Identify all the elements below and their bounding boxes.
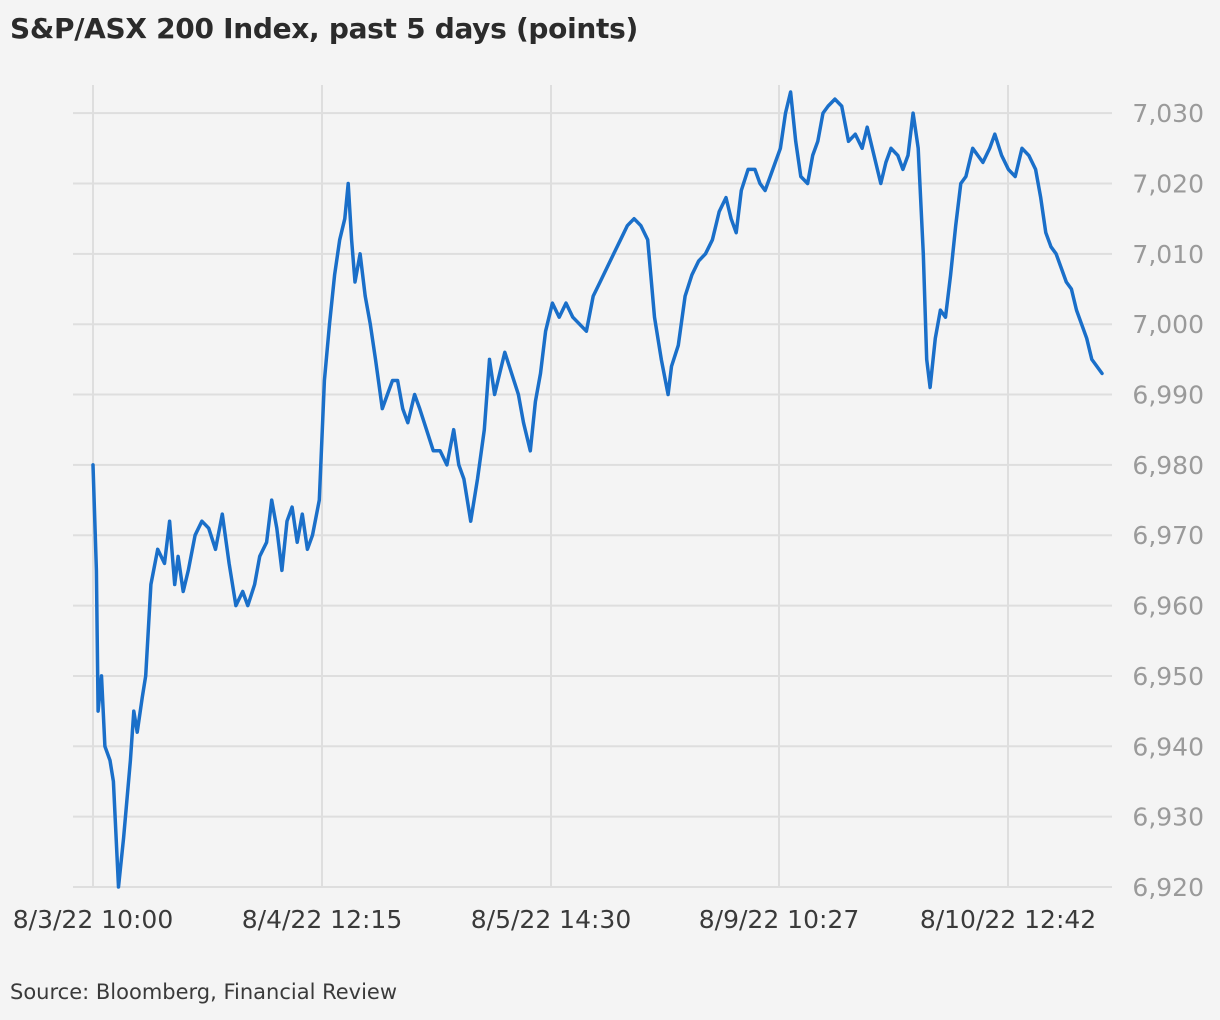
x-tick-label: 8/9/22 10:27: [699, 905, 859, 934]
x-tick-label: 8/5/22 14:30: [471, 905, 631, 934]
y-tick-label: 6,920: [1132, 873, 1204, 902]
y-tick-label: 7,030: [1132, 99, 1204, 128]
y-axis-ticks: 6,920 6,930 6,940 6,950 6,960 6,970 6,980 6,990…: [1132, 99, 1204, 902]
y-tick-label: 7,020: [1132, 169, 1204, 198]
chart-title: S&P/ASX 200 Index, past 5 days (points): [10, 12, 638, 45]
y-tick-label: 6,940: [1132, 732, 1204, 761]
series-line: [91, 90, 1104, 889]
y-tick-label: 6,990: [1132, 381, 1204, 410]
y-tick-label: 6,980: [1132, 451, 1204, 480]
x-tick-label: 8/10/22 12:42: [920, 905, 1096, 934]
y-tick-label: 7,010: [1132, 240, 1204, 269]
grid-lines-vertical: [92, 85, 1009, 887]
y-tick-label: 6,950: [1132, 662, 1204, 691]
y-tick-label: 6,930: [1132, 803, 1204, 832]
x-tick-label: 8/4/22 12:15: [242, 905, 402, 934]
x-tick-label: 8/3/22 10:00: [13, 905, 173, 934]
source-note: Source: Bloomberg, Financial Review: [10, 980, 398, 1004]
y-tick-label: 6,960: [1132, 592, 1204, 621]
y-tick-label: 7,000: [1132, 310, 1204, 339]
y-tick-label: 6,970: [1132, 521, 1204, 550]
grid-lines-horizontal: [73, 112, 1112, 888]
x-axis-ticks: 8/3/22 10:00 8/4/22 12:15 8/5/22 14:30 8/9/…: [13, 905, 1096, 934]
